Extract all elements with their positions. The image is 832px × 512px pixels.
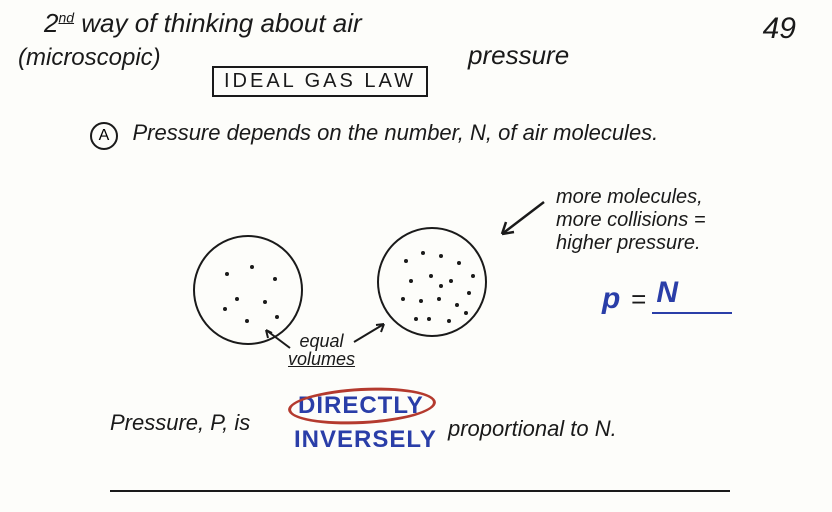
molecule-dot (464, 311, 468, 315)
heading-sup: nd (58, 9, 74, 25)
molecule-dot (414, 317, 418, 321)
section-text: Pressure depends on the number, N, of ai… (132, 120, 658, 145)
equal-label-2: volumes (288, 350, 355, 368)
molecule-dot (404, 259, 408, 263)
molecule-dot (419, 299, 423, 303)
equal-label-1: equal (288, 332, 355, 350)
heading-rest: way of thinking about air (74, 8, 362, 38)
conclusion-post: proportional to N. (448, 416, 617, 442)
molecule-dot (245, 319, 249, 323)
arrow-to-right-ball (348, 320, 392, 348)
molecule-dot (449, 279, 453, 283)
molecule-dot (275, 315, 279, 319)
molecule-dot (467, 291, 471, 295)
conclusion-inversely: INVERSELY (294, 426, 437, 454)
molecule-dot (409, 279, 413, 283)
formula: p = N (602, 282, 678, 316)
molecule-dot (225, 272, 229, 276)
formula-p: p (602, 282, 620, 315)
molecule-dot (447, 319, 451, 323)
title-box: IDEAL GAS LAW (212, 66, 428, 97)
annot-line1: more molecules, (556, 186, 706, 209)
molecule-dot (471, 274, 475, 278)
annot-line3: higher pressure. (556, 232, 706, 255)
molecule-dot (401, 297, 405, 301)
section-a-row: A Pressure depends on the number, N, of … (90, 120, 658, 150)
molecule-dot (439, 254, 443, 258)
equal-volumes-label: equal volumes (288, 332, 355, 368)
heading-microscopic: (microscopic) (18, 44, 161, 72)
molecule-dot (437, 297, 441, 301)
molecule-dot (263, 300, 267, 304)
molecule-dot (439, 284, 443, 288)
formula-eq: = (631, 284, 646, 314)
arrow-to-left-ball (258, 326, 298, 356)
annot-line2: more collisions = (556, 209, 706, 232)
formula-underline (652, 312, 732, 314)
section-letter-circle: A (90, 122, 118, 150)
molecule-dot (250, 265, 254, 269)
heading-2: 2 (44, 8, 58, 38)
molecule-dot (455, 303, 459, 307)
page-number: 49 (763, 12, 796, 46)
heading-pressure: pressure (468, 40, 569, 71)
molecule-dot (427, 317, 431, 321)
conclusion-pre: Pressure, P, is (110, 410, 250, 436)
bottom-rule (110, 490, 730, 492)
gas-ball-dense (377, 227, 487, 337)
chosen-oval (287, 384, 437, 428)
annotation-block: more molecules, more collisions = higher… (556, 186, 706, 255)
molecule-dot (273, 277, 277, 281)
molecule-dot (421, 251, 425, 255)
heading-line1: 2nd way of thinking about air (44, 8, 362, 39)
molecule-dot (223, 307, 227, 311)
molecule-dot (235, 297, 239, 301)
formula-n: N (656, 276, 678, 309)
molecule-dot (457, 261, 461, 265)
arrow-annotation (492, 196, 552, 246)
molecule-dot (429, 274, 433, 278)
